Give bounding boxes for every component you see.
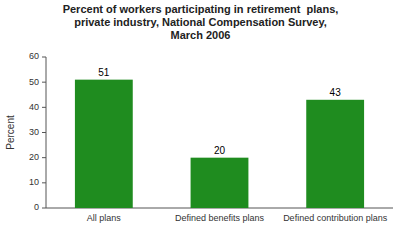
- bar: [306, 100, 364, 208]
- y-axis: 0 10 20 30 40 50 60: [29, 51, 46, 212]
- bars: [75, 80, 364, 208]
- y-tick-label: 10: [29, 177, 39, 187]
- y-tick: [42, 132, 46, 133]
- data-labels: 51 20 43: [98, 67, 341, 156]
- y-tick-label: 20: [29, 152, 39, 162]
- x-tick-label: All plans: [87, 213, 122, 223]
- data-label: 43: [330, 87, 342, 98]
- y-tick: [42, 182, 46, 183]
- y-tick-label: 0: [34, 202, 39, 212]
- data-label: 51: [98, 67, 110, 78]
- data-label: 20: [214, 145, 226, 156]
- bar: [191, 158, 249, 208]
- y-tick: [42, 208, 46, 209]
- y-tick: [42, 57, 46, 58]
- y-tick-label: 50: [29, 77, 39, 87]
- y-tick-label: 30: [29, 127, 39, 137]
- y-tick: [42, 82, 46, 83]
- bar: [75, 80, 133, 208]
- chart-container: Percent of workers participating in reti…: [0, 0, 401, 238]
- y-tick: [42, 107, 46, 108]
- y-tick-label: 40: [29, 102, 39, 112]
- y-axis-label: Percent: [5, 115, 16, 150]
- title: Percent of workers participating in reti…: [63, 3, 339, 41]
- y-tick-label: 60: [29, 51, 39, 61]
- y-tick: [42, 157, 46, 158]
- x-tick-label: Defined contribution plans: [283, 213, 388, 223]
- y-axis-line: [46, 57, 47, 208]
- chart: Percent of workers participating in reti…: [0, 0, 401, 238]
- x-tick-label: Defined benefits plans: [175, 213, 265, 223]
- x-axis: All plans Defined benefits plans Defined c…: [87, 213, 388, 223]
